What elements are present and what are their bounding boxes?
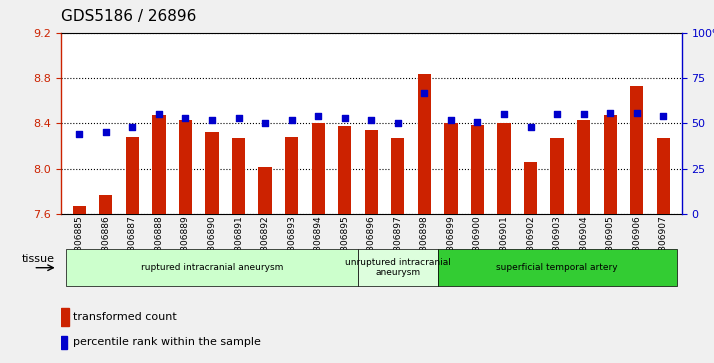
Text: transformed count: transformed count xyxy=(73,312,176,322)
Bar xyxy=(311,123,325,214)
Bar xyxy=(444,123,458,214)
Text: percentile rank within the sample: percentile rank within the sample xyxy=(73,337,261,347)
Bar xyxy=(206,132,218,214)
Bar xyxy=(232,138,245,214)
Point xyxy=(498,111,510,117)
Point xyxy=(605,110,616,115)
Point xyxy=(446,117,457,123)
Bar xyxy=(178,120,192,214)
Point xyxy=(259,121,271,126)
Bar xyxy=(524,162,537,214)
Bar xyxy=(152,115,166,214)
Point xyxy=(551,111,563,117)
Bar xyxy=(258,167,272,214)
Point xyxy=(233,115,244,121)
Bar xyxy=(61,308,69,326)
Bar xyxy=(550,138,564,214)
Point xyxy=(286,117,297,123)
Bar xyxy=(73,206,86,214)
Bar xyxy=(498,123,511,214)
Point xyxy=(418,90,430,95)
Text: GDS5186 / 26896: GDS5186 / 26896 xyxy=(61,9,196,24)
Bar xyxy=(99,195,112,214)
Bar xyxy=(285,137,298,214)
Point xyxy=(525,124,536,130)
Point xyxy=(631,110,643,115)
Point xyxy=(206,117,218,123)
Bar xyxy=(126,137,139,214)
Bar xyxy=(391,138,404,214)
Text: ruptured intracranial aneurysm: ruptured intracranial aneurysm xyxy=(141,263,283,272)
Point xyxy=(126,124,138,130)
Bar xyxy=(657,138,670,214)
Point xyxy=(578,111,589,117)
Point xyxy=(392,121,403,126)
Text: superficial temporal artery: superficial temporal artery xyxy=(496,263,618,272)
Point xyxy=(100,130,111,135)
Point xyxy=(74,131,85,137)
Point xyxy=(658,113,669,119)
Point xyxy=(154,111,165,117)
Bar xyxy=(577,120,590,214)
Bar xyxy=(61,335,67,349)
Point xyxy=(180,115,191,121)
Bar xyxy=(603,115,617,214)
Text: tissue: tissue xyxy=(21,253,54,264)
Point xyxy=(313,113,324,119)
Point xyxy=(366,117,377,123)
FancyBboxPatch shape xyxy=(438,249,677,286)
Bar xyxy=(418,73,431,214)
Text: unruptured intracranial
aneurysm: unruptured intracranial aneurysm xyxy=(345,258,451,277)
Bar xyxy=(338,126,351,214)
Bar xyxy=(630,86,643,214)
Bar xyxy=(471,125,484,214)
FancyBboxPatch shape xyxy=(66,249,358,286)
Point xyxy=(339,115,351,121)
FancyBboxPatch shape xyxy=(358,249,438,286)
Bar xyxy=(365,130,378,214)
Point xyxy=(472,119,483,125)
